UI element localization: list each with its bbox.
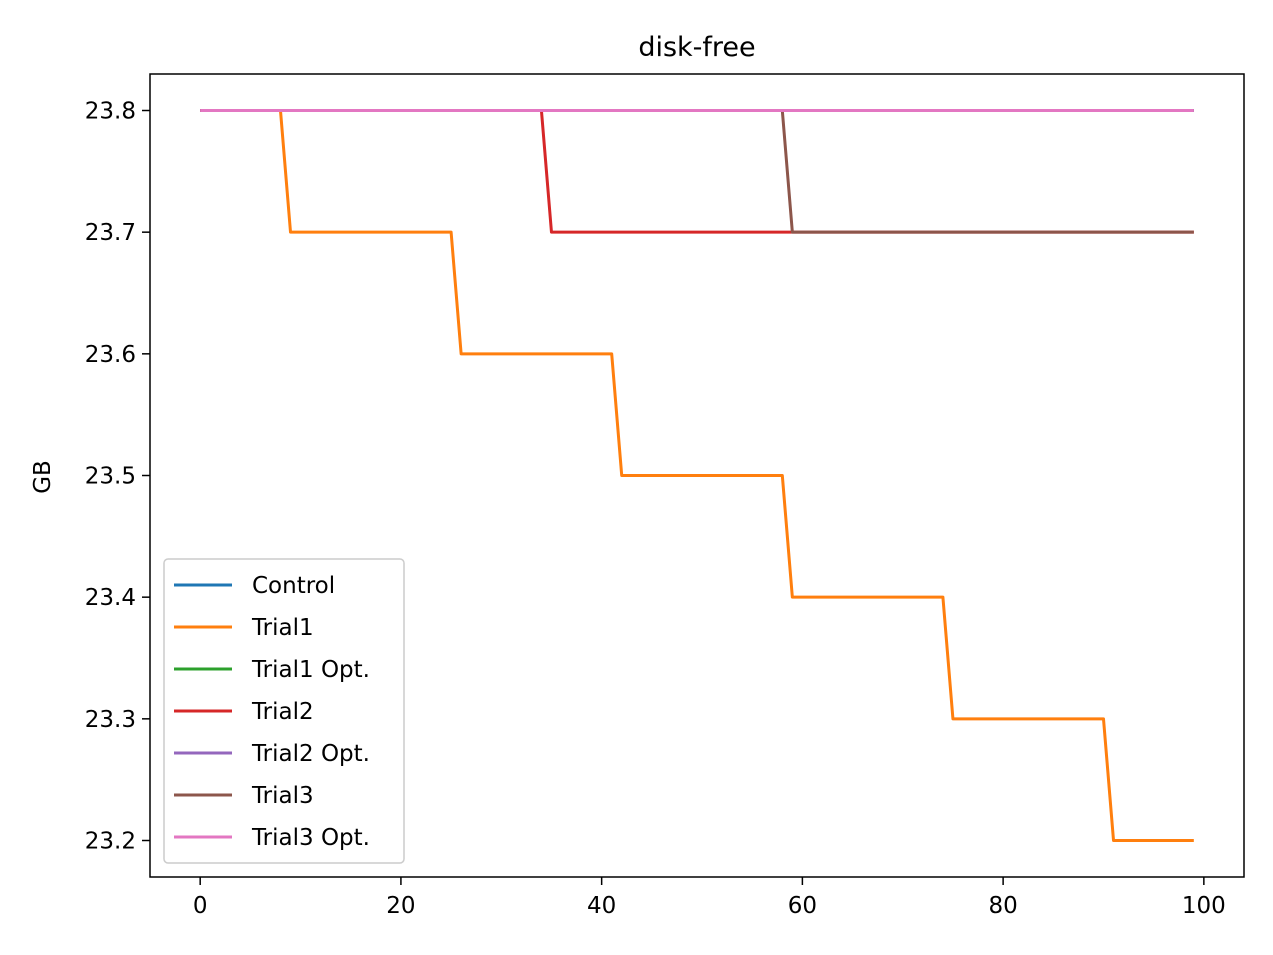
chart-title: disk-free [638, 32, 755, 63]
y-tick-label: 23.3 [85, 707, 136, 733]
y-axis-ticks: 23.2 23.3 23.4 23.5 23.6 23.7 23.8 [85, 99, 150, 855]
legend-label: Trial2 [251, 699, 314, 725]
y-tick-label: 23.5 [85, 464, 136, 490]
legend-label: Trial1 [251, 615, 314, 641]
y-axis-label: GB [30, 460, 56, 494]
y-tick-label: 23.7 [85, 220, 136, 246]
legend-label: Trial2 Opt. [251, 741, 370, 767]
plot-area-frame [149, 73, 1245, 878]
legend: Control Trial1 Trial1 Opt. Trial2 Trial2 Opt… [163, 558, 405, 864]
legend-label: Trial3 [251, 783, 314, 809]
legend-label: Trial3 Opt. [251, 825, 370, 851]
y-tick-label: 23.2 [85, 829, 136, 855]
series-line-trial1 [200, 109, 1194, 842]
x-axis-ticks: 0 20 40 60 80 100 [193, 877, 1226, 919]
legend-label: Trial1 Opt. [251, 657, 370, 683]
y-tick-label: 23.4 [85, 585, 136, 611]
x-tick-label: 0 [193, 893, 208, 919]
x-tick-label: 60 [788, 893, 817, 919]
plot-lines [200, 109, 1194, 842]
x-tick-label: 20 [386, 893, 415, 919]
y-tick-label: 23.8 [85, 99, 136, 125]
y-tick-label: 23.6 [85, 342, 136, 368]
x-tick-label: 100 [1182, 893, 1226, 919]
x-tick-label: 40 [587, 893, 616, 919]
x-tick-label: 80 [988, 893, 1017, 919]
legend-label: Control [252, 573, 335, 599]
legend-box [163, 558, 405, 864]
